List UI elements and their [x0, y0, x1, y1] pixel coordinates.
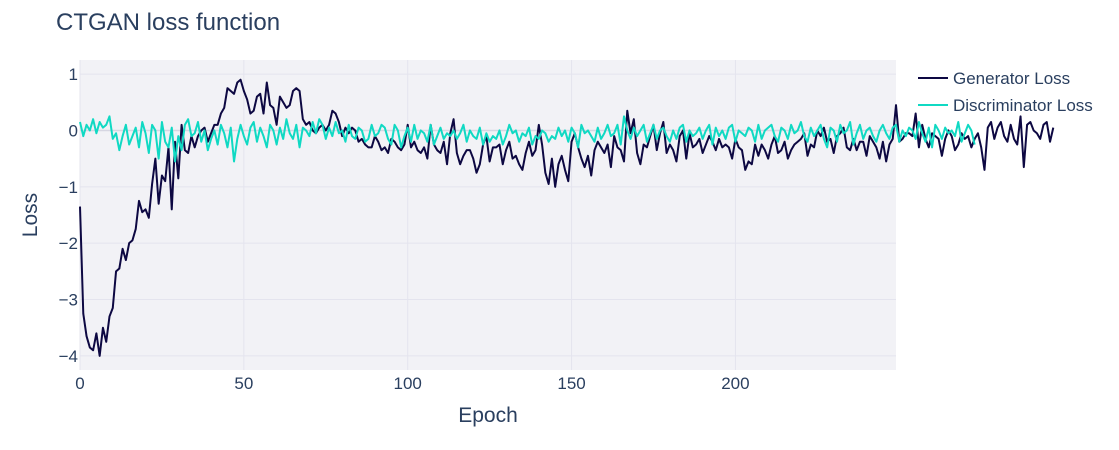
legend-label-discriminator: Discriminator Loss: [953, 96, 1093, 115]
y-axis-label: Loss: [19, 193, 42, 237]
x-axis-label: Epoch: [458, 404, 518, 427]
series-lines: [79, 78, 1055, 357]
x-tick-label: 150: [557, 374, 585, 393]
y-tick-label: −4: [59, 347, 78, 366]
grid: [79, 60, 896, 370]
series-line-discriminator-loss: [79, 115, 976, 163]
y-axis-ticks: 1 0 −1 −2 −3 −4: [59, 65, 78, 366]
chart-title: CTGAN loss function: [56, 9, 280, 36]
legend[interactable]: Generator Loss Discriminator Loss: [918, 69, 1093, 115]
legend-item-discriminator[interactable]: Discriminator Loss: [918, 96, 1093, 115]
y-tick-label: −2: [59, 234, 78, 253]
y-tick-label: 1: [69, 65, 78, 84]
y-tick-label: −3: [59, 291, 78, 310]
y-tick-label: 0: [69, 121, 78, 140]
x-tick-label: 200: [721, 374, 749, 393]
legend-label-generator: Generator Loss: [953, 69, 1070, 88]
x-tick-label: 0: [75, 374, 84, 393]
legend-item-generator[interactable]: Generator Loss: [918, 69, 1070, 88]
series-line-generator-loss: [79, 78, 1055, 357]
x-tick-label: 100: [394, 374, 422, 393]
plot-background: [80, 60, 896, 370]
x-tick-label: 50: [234, 374, 253, 393]
x-axis-ticks: 0 50 100 150 200: [75, 374, 749, 393]
y-tick-label: −1: [59, 178, 78, 197]
